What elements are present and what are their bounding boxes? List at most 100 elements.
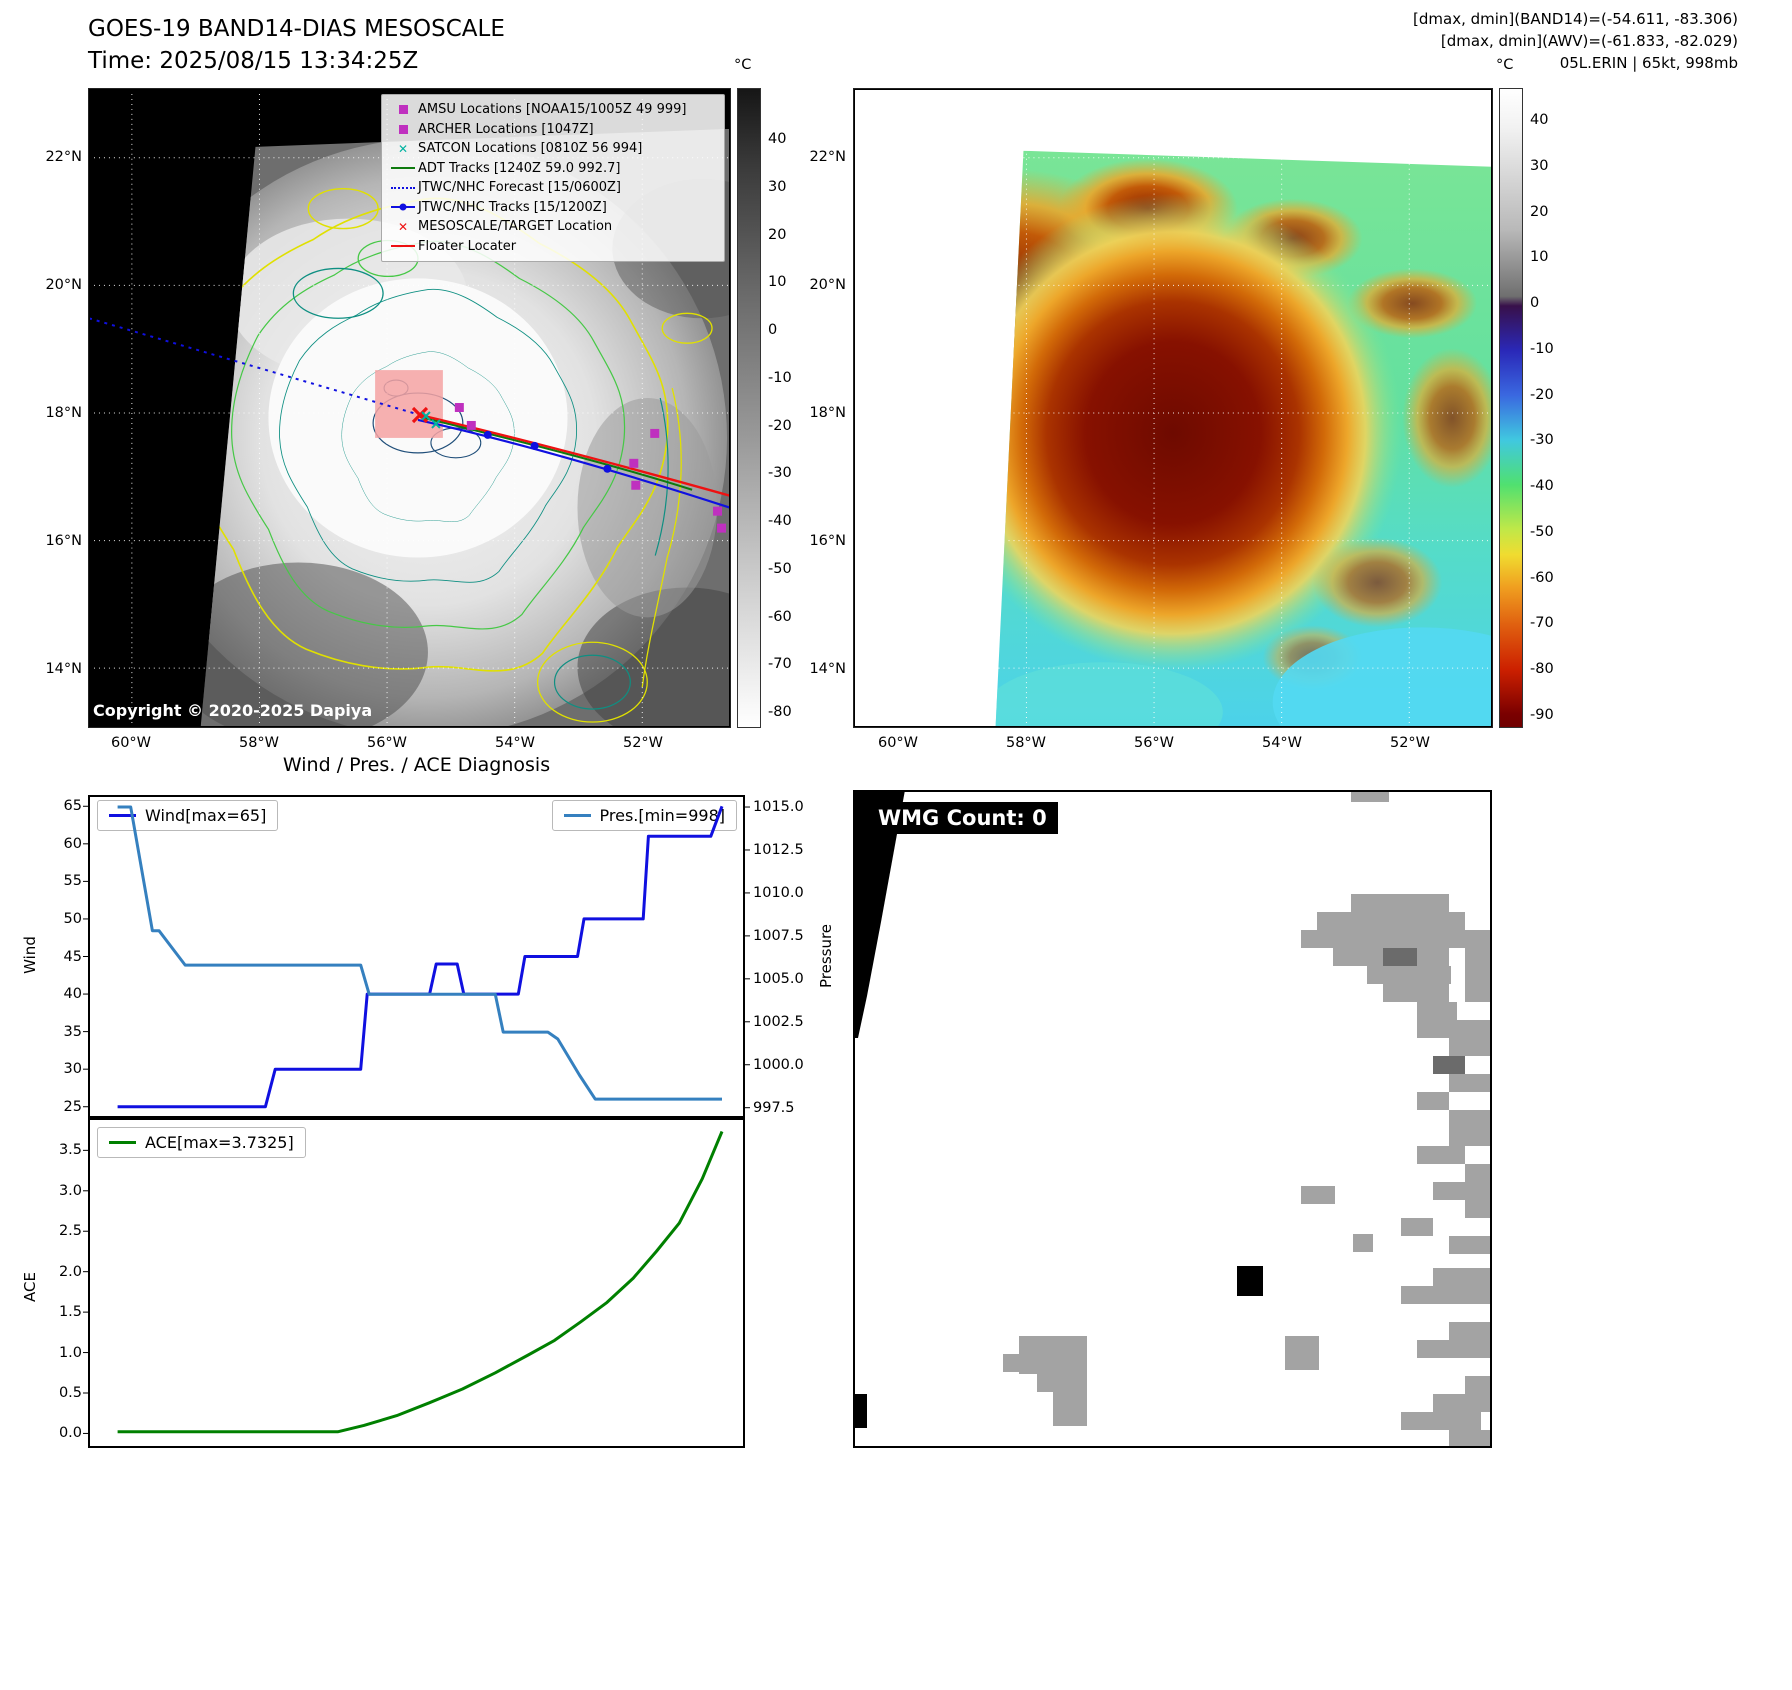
wind-pres-ytick: 55 [63, 873, 82, 890]
legend-marker-dotted-icon [388, 186, 418, 189]
band14-colorbar-tick: -60 [768, 608, 792, 625]
right-map-lon-tick: 54°W [1261, 735, 1303, 751]
ace-series-line [117, 1130, 724, 1434]
ace-ytick: 0.5 [58, 1385, 82, 1401]
left-map-lon-tick: 52°W [622, 735, 664, 751]
left-map-lat-tick: 14°N [45, 661, 82, 677]
wind-pres-ytick-right: 997.5 [753, 1099, 795, 1116]
ace-axis-label: ACE [21, 1272, 39, 1302]
awv-colorbar-tick: 0 [1530, 295, 1540, 312]
storm-id: 05L.ERIN | 65kt, 998mb [1559, 54, 1738, 72]
legend-item: ARCHER Locations [1047Z] [388, 120, 718, 140]
pressure-legend-line [563, 814, 591, 817]
wind-pres-ytick: 30 [63, 1061, 82, 1078]
wind-pres-ytick: 45 [63, 948, 82, 965]
wind-pres-ytick: 25 [63, 1098, 82, 1115]
wind-pres-ytick: 65 [63, 798, 82, 815]
wind-pres-ytick: 35 [63, 1023, 82, 1040]
right-map-lat-tick: 16°N [809, 533, 846, 549]
band14-colorbar-tick: -50 [768, 560, 792, 577]
band14-colorbar-tick: 10 [768, 274, 787, 291]
awv-colorbar-tick: 20 [1530, 203, 1549, 220]
right-colorbar-unit: °C [1496, 57, 1514, 73]
legend-item-label: JTWC/NHC Forecast [15/0600Z] [418, 180, 621, 196]
band14-colorbar-tick: -10 [768, 369, 792, 386]
legend-item-label: SATCON Locations [0810Z 56 994] [418, 141, 643, 157]
wind-legend-label: Wind[max=65] [145, 806, 267, 825]
timestamp: Time: 2025/08/15 13:34:25Z [88, 48, 419, 74]
amsu-archer-markers [454, 403, 727, 533]
right-map-lon-tick: 58°W [1005, 735, 1047, 751]
left-map-lon-tick: 54°W [494, 735, 536, 751]
awv-colorbar-tick: 10 [1530, 249, 1549, 266]
right-map-lon-tick: 52°W [1389, 735, 1431, 751]
left-map-lat-tick: 22°N [45, 149, 82, 165]
ace-ytick: 1.0 [58, 1344, 82, 1361]
awv-colorbar [1499, 88, 1523, 728]
band14-colorbar-tick: -70 [768, 656, 792, 673]
legend-item: AMSU Locations [NOAA15/1005Z 49 999] [388, 100, 718, 120]
legend-marker-line-dot-icon [388, 203, 418, 211]
legend-item: ADT Tracks [1240Z 59.0 992.7] [388, 159, 718, 179]
copyright-watermark: Copyright © 2020-2025 Dapiya [93, 701, 373, 720]
right-map-lon-tick: 60°W [877, 735, 919, 751]
right-map-lat-tick: 18°N [809, 405, 846, 421]
pressure-legend: Pres.[min=998] [551, 800, 737, 831]
adt-track [419, 416, 693, 491]
ace-ytick: 3.5 [58, 1142, 82, 1159]
wind-pres-ytick-right: 1002.5 [753, 1013, 804, 1030]
right-map-lat-tick: 14°N [809, 661, 846, 677]
floater-track [419, 413, 731, 497]
wmg-panel [853, 790, 1492, 1448]
wmg-darkgray-cells [1383, 948, 1465, 1074]
wind-axis-label: Wind [21, 936, 39, 974]
band14-colorbar-tick: -40 [768, 513, 792, 529]
pressure-axis-label: Pressure [817, 923, 835, 989]
wind-pres-ytick: 60 [63, 835, 82, 852]
wmg-count-badge: WMG Count: 0 [867, 802, 1058, 834]
wmg-gray-clusters [853, 790, 1492, 1448]
wind-pres-ytick-right: 1005.0 [753, 970, 804, 987]
awv-colorbar-tick: -10 [1530, 340, 1554, 357]
right-map-lat-tick: 22°N [809, 149, 846, 165]
awv-colorbar-tick: -40 [1530, 478, 1554, 495]
left-map-lon-tick: 56°W [366, 735, 408, 751]
ace-legend: ACE[max=3.7325] [97, 1127, 306, 1158]
wind-legend-line [109, 814, 136, 817]
left-map-lon-tick: 58°W [238, 735, 280, 751]
legend-item: JTWC/NHC Tracks [15/1200Z] [388, 198, 718, 218]
awv-map-panel [853, 88, 1493, 728]
wind-pres-series-line [117, 805, 724, 1109]
left-map-lat-tick: 16°N [45, 533, 82, 549]
legend-item: ✕ SATCON Locations [0810Z 56 994] [388, 139, 718, 159]
band14-colorbar-tick: -30 [768, 465, 792, 482]
left-map-lon-tick: 60°W [110, 735, 152, 751]
ace-ytick: 2.5 [58, 1223, 82, 1240]
band14-colorbar [737, 88, 761, 728]
legend-item-label: MESOSCALE/TARGET Location [418, 219, 613, 235]
band14-colorbar-tick: 40 [768, 131, 787, 147]
band14-colorbar-tick: 0 [768, 322, 778, 338]
wind-pres-ytick-right: 1015.0 [753, 799, 804, 816]
awv-colorbar-tick: -20 [1530, 386, 1554, 403]
right-map-lon-tick: 56°W [1133, 735, 1175, 751]
wind-pres-ytick-right: 1007.5 [753, 927, 804, 944]
legend-item-label: AMSU Locations [NOAA15/1005Z 49 999] [418, 102, 687, 118]
wind-pres-ytick-right: 1000.0 [753, 1056, 804, 1073]
awv-colorbar-tick: 40 [1530, 112, 1549, 128]
dminmax-band14: [dmax, dmin](BAND14)=(-54.611, -83.306) [1413, 10, 1738, 28]
wmg-black-cells [853, 790, 1263, 1428]
awv-colorbar-tick: -90 [1530, 707, 1554, 723]
storm-tracks [88, 317, 731, 533]
jtwc-forecast-track [88, 317, 421, 416]
ace-ytick: 2.0 [58, 1263, 82, 1280]
awv-colorbar-tick: -50 [1530, 523, 1554, 540]
legend-marker-line-icon [388, 245, 418, 248]
dminmax-awv: [dmax, dmin](AWV)=(-61.833, -82.029) [1440, 32, 1738, 50]
ace-ytick: 0.0 [58, 1425, 82, 1442]
legend-item: JTWC/NHC Forecast [15/0600Z] [388, 178, 718, 198]
legend-item-label: Floater Locater [418, 238, 517, 254]
ace-ytick: 1.5 [58, 1304, 82, 1321]
awv-colorbar-tick: -30 [1530, 432, 1554, 449]
map-legend: AMSU Locations [NOAA15/1005Z 49 999] ARCH… [381, 94, 725, 262]
